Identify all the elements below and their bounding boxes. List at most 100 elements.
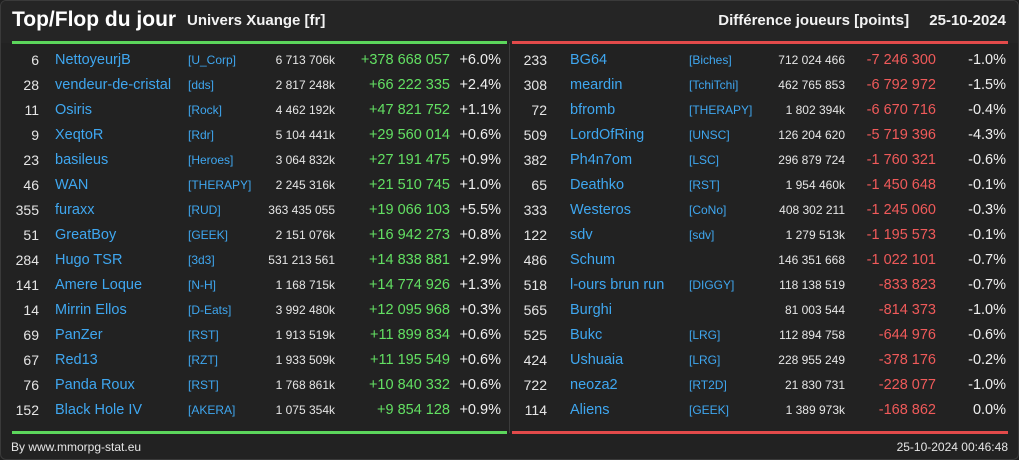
diff-cell: +66 222 335 [368, 77, 450, 93]
percent-cell: -0.2% [968, 352, 1006, 368]
diff-cell: -5 719 396 [866, 127, 936, 143]
player-link[interactable]: Panda Roux [55, 377, 135, 393]
points-cell: 4 462 192k [275, 103, 335, 117]
diff-cell: -1 245 060 [866, 202, 936, 218]
percent-cell: -0.7% [968, 252, 1006, 268]
alliance-link[interactable]: [N-H] [188, 278, 216, 292]
alliance-link[interactable]: [RST] [188, 378, 219, 392]
rank-cell: 67 [23, 352, 39, 368]
player-link[interactable]: Ph4n7om [570, 152, 633, 168]
alliance-link[interactable]: [D-Eats] [188, 303, 232, 317]
player-link[interactable]: l-ours brun run [570, 277, 665, 293]
alliance-link[interactable]: [Biches] [689, 53, 732, 67]
player-link[interactable]: basileus [55, 152, 109, 168]
player-link[interactable]: Osiris [55, 102, 93, 118]
points-cell: 228 955 249 [778, 353, 845, 367]
player-link[interactable]: XeqtoR [55, 127, 104, 143]
player-link[interactable]: Hugo TSR [55, 252, 123, 268]
alliance-link[interactable]: [Rock] [188, 103, 223, 117]
points-cell: 112 894 758 [779, 328, 845, 342]
player-link[interactable]: Ushuaia [570, 352, 624, 368]
player-link[interactable]: vendeur-de-cristal [55, 77, 172, 93]
alliance-link[interactable]: [3d3] [188, 253, 215, 267]
percent-cell: +5.5% [459, 202, 501, 218]
diff-cell: -378 176 [878, 352, 936, 368]
player-link[interactable]: bfromb [570, 102, 616, 118]
player-link[interactable]: WAN [55, 177, 89, 193]
alliance-link[interactable]: [RZT] [188, 353, 218, 367]
alliance-link[interactable]: [GEEK] [689, 403, 730, 417]
alliance-link[interactable]: [RUD] [188, 203, 221, 217]
points-cell: 712 024 466 [778, 53, 845, 67]
alliance-link[interactable]: [GEEK] [188, 228, 229, 242]
percent-cell: +0.9% [459, 402, 501, 418]
player-link[interactable]: Aliens [570, 402, 610, 418]
player-link[interactable]: Bukc [570, 327, 603, 343]
alliance-link[interactable]: [THERAPY] [689, 103, 753, 117]
player-link[interactable]: Black Hole IV [55, 402, 143, 418]
points-cell: 146 351 668 [778, 253, 845, 267]
alliance-link[interactable]: [LRG] [689, 353, 721, 367]
player-link[interactable]: NettoyeurjB [55, 52, 131, 68]
rank-cell: 486 [523, 252, 547, 268]
alliance-link[interactable]: [LRG] [689, 328, 721, 342]
alliance-link[interactable]: [U_Corp] [188, 53, 237, 67]
alliance-link[interactable]: [LSC] [689, 153, 720, 167]
diff-cell: +10 840 332 [368, 377, 450, 393]
points-cell: 126 204 620 [778, 128, 845, 142]
alliance-link[interactable]: [RT2D] [689, 378, 727, 392]
table-row: 65 Deathko [RST] 1 954 460k -1 450 648 -0.1% [515, 173, 1010, 198]
percent-cell: +0.6% [459, 352, 501, 368]
diff-cell: +14 774 926 [368, 277, 450, 293]
player-link[interactable]: GreatBoy [55, 227, 117, 243]
player-link[interactable]: Amere Loque [55, 277, 143, 293]
alliance-link[interactable]: [dds] [188, 78, 215, 92]
diff-cell: +29 560 014 [368, 127, 450, 143]
percent-cell: -0.6% [968, 152, 1006, 168]
diff-cell: -1 022 101 [866, 252, 936, 268]
player-link[interactable]: Burghi [570, 302, 612, 318]
table-row: 141 Amere Loque [N-H] 1 168 715k +14 774 926… [12, 273, 507, 298]
player-link[interactable]: sdv [570, 227, 593, 243]
table-row: 9 XeqtoR [Rdr] 5 104 441k +29 560 014 +0.6% [12, 123, 507, 148]
alliance-link[interactable]: [AKERA] [188, 403, 236, 417]
points-cell: 1 933 509k [275, 353, 335, 367]
diff-cell: -1 760 321 [866, 152, 936, 168]
player-link[interactable]: neoza2 [570, 377, 618, 393]
table-row: 14 Mirrin Ellos [D-Eats] 3 992 480k +12 095 … [12, 298, 507, 323]
player-link[interactable]: Mirrin Ellos [55, 302, 127, 318]
player-link[interactable]: Deathko [570, 177, 625, 193]
alliance-link[interactable]: [UNSC] [689, 128, 730, 142]
alliance-link[interactable]: [Heroes] [188, 153, 234, 167]
diff-cell: +12 095 968 [368, 302, 450, 318]
player-link[interactable]: Red13 [55, 352, 98, 368]
player-link[interactable]: Schum [570, 252, 616, 268]
points-cell: 2 245 316k [275, 178, 335, 192]
diff-cell: -1 450 648 [866, 177, 936, 193]
alliance-link[interactable]: [THERAPY] [188, 178, 252, 192]
player-link[interactable]: PanZer [55, 327, 103, 343]
rank-cell: 23 [23, 152, 39, 168]
alliance-link[interactable]: [CoNo] [689, 203, 727, 217]
alliance-link[interactable]: [RST] [689, 178, 720, 192]
rank-cell: 6 [31, 52, 39, 68]
player-link[interactable]: meardin [570, 77, 623, 93]
player-link[interactable]: BG64 [570, 52, 608, 68]
points-cell: 1 913 519k [275, 328, 335, 342]
player-link[interactable]: LordOfRing [570, 127, 645, 143]
points-cell: 296 879 724 [778, 153, 845, 167]
player-link[interactable]: furaxx [55, 202, 95, 218]
alliance-link[interactable]: [TchiTchi] [689, 78, 739, 92]
top-losers-panel: 233 BG64 [Biches] 712 024 466 -7 246 300 -1.0… [515, 48, 1010, 423]
percent-cell: -0.7% [968, 277, 1006, 293]
rank-cell: 722 [523, 377, 547, 393]
rank-cell: 509 [523, 127, 547, 143]
alliance-link[interactable]: [RST] [188, 328, 219, 342]
alliance-link[interactable]: [Rdr] [188, 128, 215, 142]
player-link[interactable]: Westeros [570, 202, 631, 218]
alliance-link[interactable]: [DIGGY] [689, 278, 735, 292]
points-cell: 2 817 248k [275, 78, 335, 92]
alliance-link[interactable]: [sdv] [689, 228, 715, 242]
points-cell: 5 104 441k [275, 128, 335, 142]
